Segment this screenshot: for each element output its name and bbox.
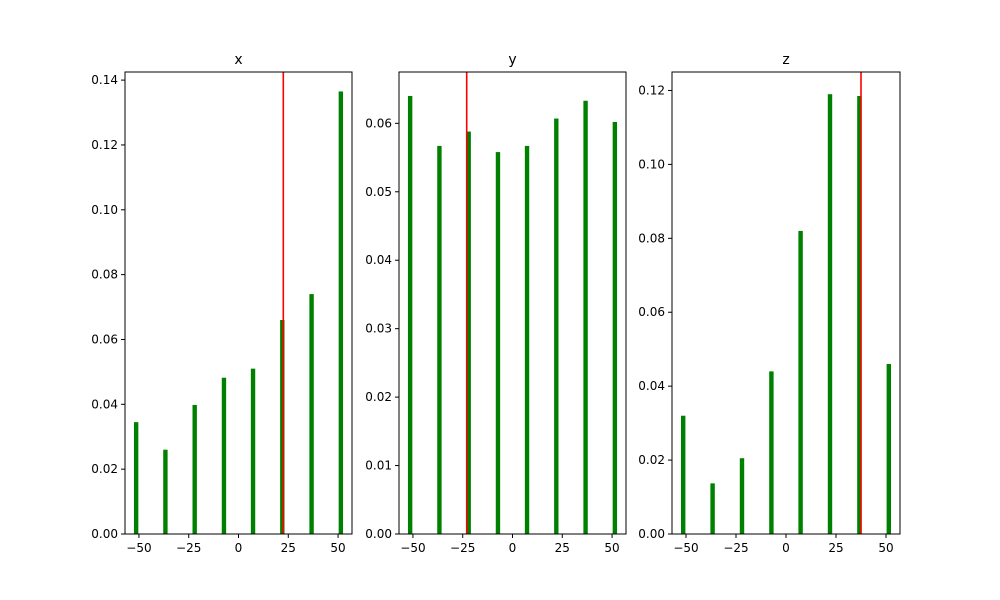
x-tick-label: 0 <box>235 541 243 555</box>
bar <box>280 320 285 534</box>
bar <box>739 458 745 534</box>
bar <box>827 94 833 535</box>
x-tick-label: −25 <box>176 541 201 555</box>
x-tick-label: −50 <box>673 541 698 555</box>
bar <box>857 96 862 535</box>
bar <box>133 422 139 534</box>
subplot-title: y <box>508 52 516 68</box>
subplot-z: 0.00 0.02 0.04 0.06 0.08 0.10 0.12 −50 −25 0 25 50 z <box>638 52 901 555</box>
bar <box>309 294 314 534</box>
subplot-title: z <box>782 52 789 68</box>
y-tick-label: 0.00 <box>91 527 118 541</box>
y-tick-label: 0.14 <box>91 73 118 87</box>
bar <box>798 230 803 534</box>
y-tick-label: 0.12 <box>638 83 665 97</box>
subplot-y: 0.00 0.01 0.02 0.03 0.04 0.05 0.06 −50 −25 0 25 50 y <box>365 52 627 555</box>
bar <box>710 483 715 534</box>
bar <box>583 100 588 534</box>
x-tick-label: 25 <box>281 541 296 555</box>
x-tick-label: −25 <box>723 541 748 555</box>
y-tick-label: 0.01 <box>365 459 392 473</box>
x-tick-label: 50 <box>878 541 893 555</box>
x-tick-label: −50 <box>400 541 425 555</box>
y-tick-label: 0.02 <box>91 462 118 476</box>
y-tick-label: 0.12 <box>91 138 118 152</box>
y-tick-label: 0.02 <box>365 390 392 404</box>
x-tick-label: −50 <box>126 541 151 555</box>
bar <box>192 404 197 534</box>
x-tick-label: −25 <box>450 541 475 555</box>
bar <box>163 449 168 534</box>
x-tick-label: 50 <box>330 541 345 555</box>
x-tick-label: 0 <box>782 541 790 555</box>
y-tick-label: 0.03 <box>365 322 392 336</box>
y-tick-label: 0.06 <box>638 305 665 319</box>
y-tick-label: 0.05 <box>365 185 392 199</box>
y-tick-label: 0.10 <box>638 157 665 171</box>
bar <box>769 371 774 534</box>
y-tick-label: 0.10 <box>91 203 118 217</box>
bar <box>466 131 471 535</box>
bar <box>407 95 413 535</box>
bar <box>681 415 686 534</box>
x-tick-label: 0 <box>509 541 517 555</box>
y-tick-label: 0.04 <box>638 379 665 393</box>
y-tick-label: 0.00 <box>365 527 392 541</box>
x-tick-label: 25 <box>828 541 843 555</box>
bar <box>437 145 442 535</box>
axes-frame <box>398 71 627 535</box>
bar <box>221 377 227 534</box>
bar <box>612 121 618 535</box>
bar <box>524 145 530 535</box>
y-tick-label: 0.02 <box>638 453 665 467</box>
y-tick-label: 0.04 <box>365 253 392 267</box>
axes-frame <box>124 71 353 535</box>
subplot-x: 0.00 0.02 0.04 0.06 0.08 0.10 0.12 0.14 −50 −25 0 2… <box>91 52 353 555</box>
bar <box>554 118 559 534</box>
y-tick-label: 0.00 <box>638 527 665 541</box>
y-tick-label: 0.08 <box>638 231 665 245</box>
axes-frame <box>671 71 901 535</box>
bar <box>250 368 256 534</box>
x-tick-label: 25 <box>555 541 570 555</box>
bar <box>886 363 891 534</box>
y-tick-label: 0.06 <box>91 332 118 346</box>
y-tick-label: 0.08 <box>91 268 118 282</box>
y-tick-label: 0.06 <box>365 116 392 130</box>
bar <box>338 91 344 534</box>
subplot-title: x <box>234 52 242 68</box>
bar <box>495 152 501 534</box>
x-tick-label: 50 <box>604 541 619 555</box>
y-tick-label: 0.04 <box>91 397 118 411</box>
